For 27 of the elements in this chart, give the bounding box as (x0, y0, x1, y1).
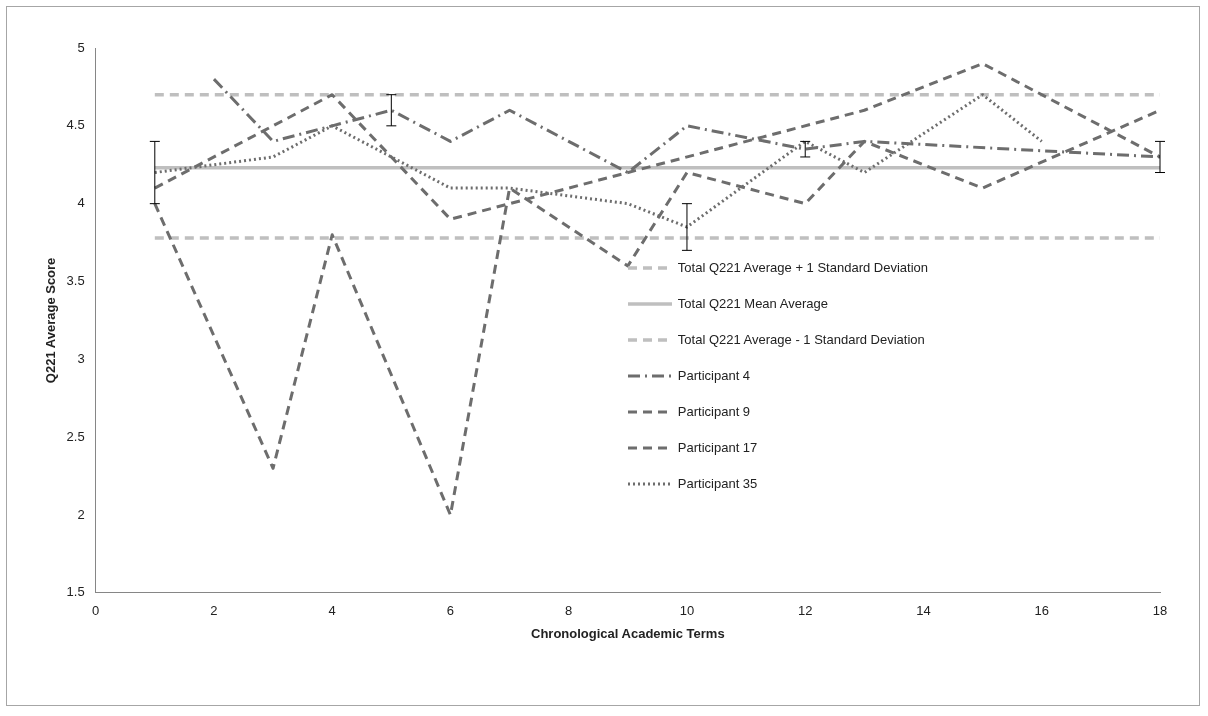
y-tick-label: 5 (77, 39, 85, 55)
y-axis-title: Q221 Average Score (43, 257, 59, 384)
legend-label: Participant 4 (677, 368, 751, 384)
y-tick-label: 2.5 (66, 428, 85, 444)
y-tick-label: 3.5 (66, 273, 85, 289)
legend-label: Participant 35 (677, 476, 758, 492)
legend-label: Total Q221 Mean Average (677, 296, 828, 312)
x-tick-label: 8 (565, 603, 573, 619)
x-tick-label: 2 (210, 603, 218, 619)
x-tick-label: 10 (679, 603, 695, 619)
x-tick-label: 0 (92, 603, 100, 619)
x-tick-label: 16 (1034, 603, 1049, 619)
y-tick-label: 1.5 (66, 584, 85, 600)
y-tick-label: 3 (77, 350, 85, 366)
y-tick-label: 2 (77, 506, 85, 522)
y-tick-label: 4 (77, 195, 85, 211)
legend-label: Total Q221 Average + 1 Standard Deviation (677, 260, 929, 276)
x-tick-label: 18 (1152, 603, 1168, 619)
legend-label: Total Q221 Average - 1 Standard Deviation (677, 332, 925, 348)
legend-label: Participant 9 (677, 404, 751, 420)
x-tick-label: 14 (916, 603, 931, 619)
x-tick-label: 6 (446, 603, 455, 619)
legend-label: Participant 17 (677, 440, 758, 456)
x-axis-title: Chronological Academic Terms (531, 625, 725, 641)
x-tick-label: 4 (328, 603, 336, 619)
x-tick-label: 12 (797, 603, 813, 619)
y-tick-label: 4.5 (66, 117, 85, 133)
